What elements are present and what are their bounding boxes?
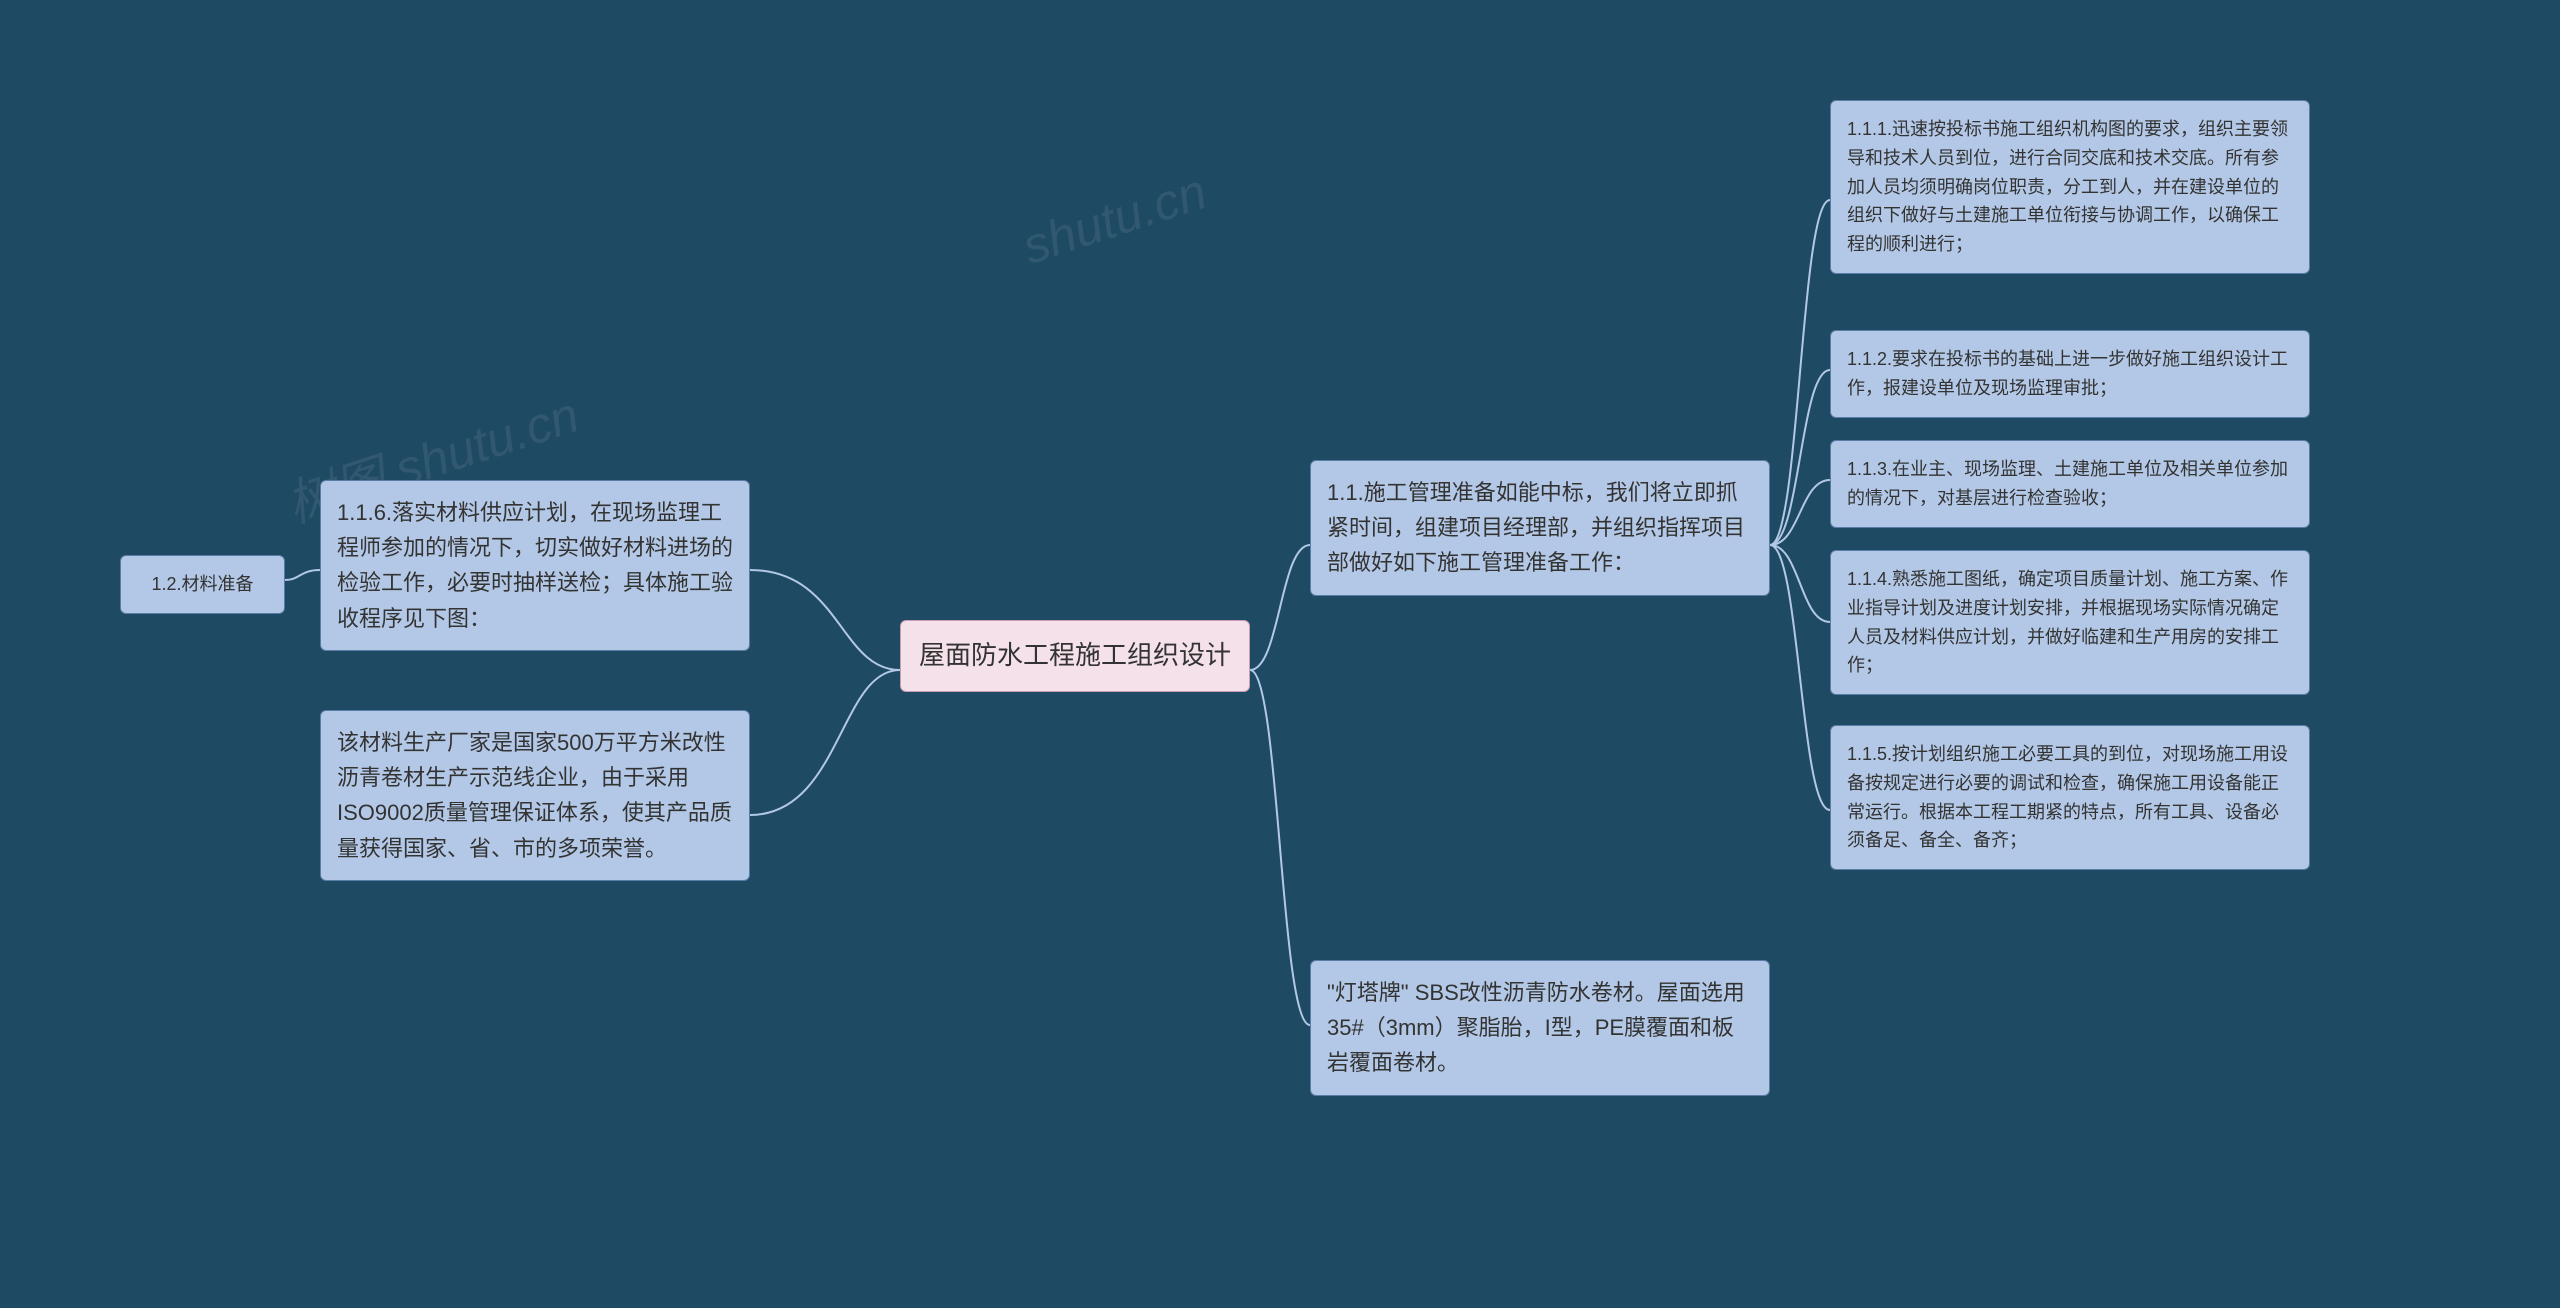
leaf-node-1-1-4[interactable]: 1.1.4.熟悉施工图纸，确定项目质量计划、施工方案、作业指导计划及进度计划安排… (1830, 550, 2310, 695)
branch-node-material-factory[interactable]: 该材料生产厂家是国家500万平方米改性沥青卷材生产示范线企业，由于采用ISO90… (320, 710, 750, 881)
leaf-node-1-1-5[interactable]: 1.1.5.按计划组织施工必要工具的到位，对现场施工用设备按规定进行必要的调试和… (1830, 725, 2310, 870)
branch-text: 1.2.材料准备 (151, 574, 253, 594)
branch-node-r2[interactable]: "灯塔牌" SBS改性沥青防水卷材。屋面选用35#（3mm）聚脂胎，I型，PE膜… (1310, 960, 1770, 1096)
mindmap-center-node[interactable]: 屋面防水工程施工组织设计 (900, 620, 1250, 692)
branch-text: "灯塔牌" SBS改性沥青防水卷材。屋面选用35#（3mm）聚脂胎，I型，PE膜… (1327, 980, 1745, 1075)
center-text: 屋面防水工程施工组织设计 (919, 640, 1231, 670)
leaf-text: 1.1.5.按计划组织施工必要工具的到位，对现场施工用设备按规定进行必要的调试和… (1847, 744, 2288, 850)
branch-node-1-1-6[interactable]: 1.1.6.落实材料供应计划，在现场监理工程师参加的情况下，切实做好材料进场的检… (320, 480, 750, 651)
leaf-text: 1.1.3.在业主、现场监理、土建施工单位及相关单位参加的情况下，对基层进行检查… (1847, 459, 2288, 508)
branch-node-1-2[interactable]: 1.2.材料准备 (120, 555, 285, 614)
branch-node-1-1[interactable]: 1.1.施工管理准备如能中标，我们将立即抓紧时间，组建项目经理部，并组织指挥项目… (1310, 460, 1770, 596)
leaf-node-1-1-3[interactable]: 1.1.3.在业主、现场监理、土建施工单位及相关单位参加的情况下，对基层进行检查… (1830, 440, 2310, 528)
branch-text: 1.1.6.落实材料供应计划，在现场监理工程师参加的情况下，切实做好材料进场的检… (337, 500, 733, 631)
leaf-text: 1.1.2.要求在投标书的基础上进一步做好施工组织设计工作，报建设单位及现场监理… (1847, 349, 2288, 398)
watermark: shutu.cn (1016, 162, 1214, 276)
leaf-node-1-1-1[interactable]: 1.1.1.迅速按投标书施工组织机构图的要求，组织主要领导和技术人员到位，进行合… (1830, 100, 2310, 274)
leaf-text: 1.1.4.熟悉施工图纸，确定项目质量计划、施工方案、作业指导计划及进度计划安排… (1847, 569, 2288, 675)
leaf-text: 1.1.1.迅速按投标书施工组织机构图的要求，组织主要领导和技术人员到位，进行合… (1847, 119, 2288, 254)
branch-text: 该材料生产厂家是国家500万平方米改性沥青卷材生产示范线企业，由于采用ISO90… (337, 730, 732, 861)
leaf-node-1-1-2[interactable]: 1.1.2.要求在投标书的基础上进一步做好施工组织设计工作，报建设单位及现场监理… (1830, 330, 2310, 418)
branch-text: 1.1.施工管理准备如能中标，我们将立即抓紧时间，组建项目经理部，并组织指挥项目… (1327, 480, 1745, 575)
